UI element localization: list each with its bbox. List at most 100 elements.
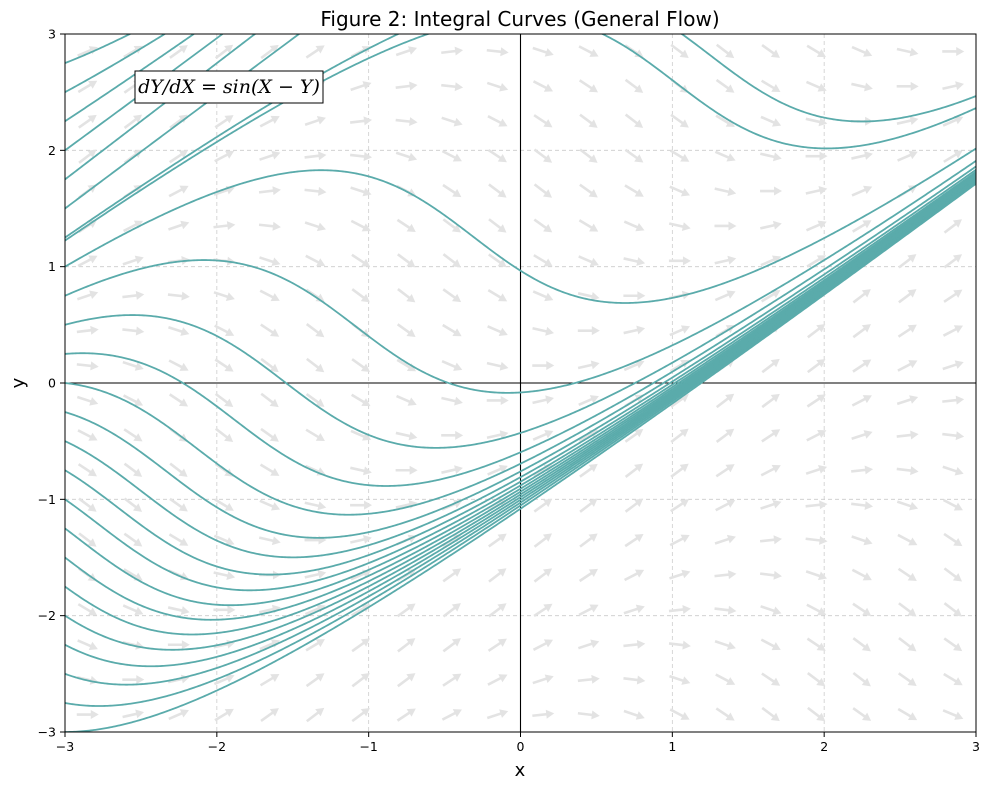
direction-arrow (123, 462, 143, 477)
direction-arrow (488, 183, 507, 198)
integral-curve-15 (65, 165, 976, 449)
integral-curve-3 (65, 180, 976, 686)
direction-arrow (396, 218, 416, 233)
direction-arrow (714, 150, 736, 162)
direction-arrow (442, 253, 461, 268)
direction-arrow (669, 149, 690, 162)
direction-arrow (898, 637, 917, 652)
direction-arrow (169, 462, 188, 477)
integral-curves (65, 34, 976, 732)
direction-arrow (305, 639, 325, 652)
direction-arrow (852, 220, 872, 233)
direction-arrow (122, 220, 144, 233)
direction-arrow (350, 466, 372, 476)
direction-arrow (350, 534, 372, 544)
direction-arrow (441, 465, 463, 474)
direction-arrow (258, 536, 281, 546)
direction-arrow (123, 497, 143, 512)
x-axis-label: x (515, 760, 526, 781)
direction-arrow (396, 603, 416, 618)
direction-arrow (304, 151, 327, 161)
direction-arrow (122, 360, 144, 371)
direction-arrow (760, 464, 781, 477)
direction-arrow (442, 183, 462, 198)
direction-arrow (396, 394, 417, 406)
direction-arrow (123, 532, 143, 547)
direction-arrow (897, 707, 918, 721)
direction-arrow (715, 43, 735, 59)
direction-arrow (441, 430, 464, 440)
direction-arrow (486, 430, 509, 440)
direction-arrow (305, 707, 325, 723)
direction-arrow (669, 534, 690, 547)
direction-arrow (213, 674, 235, 686)
direction-arrow (578, 45, 599, 57)
direction-arrow (397, 638, 416, 653)
direction-arrow (761, 429, 781, 443)
direction-arrow (759, 535, 782, 545)
direction-arrow (668, 640, 691, 650)
direction-arrow (123, 114, 143, 129)
direction-arrow (213, 605, 236, 615)
direction-arrow (715, 428, 735, 443)
direction-arrow (805, 465, 828, 475)
direction-arrow (715, 78, 735, 93)
direction-arrow (943, 602, 962, 617)
direction-arrow (579, 498, 598, 513)
direction-arrow (851, 185, 873, 197)
y-tick-label: 1 (48, 259, 56, 274)
direction-arrow (351, 672, 370, 688)
direction-arrow (441, 396, 463, 406)
direction-arrow (304, 569, 327, 579)
direction-arrow (76, 710, 99, 720)
direction-arrow (714, 534, 736, 545)
direction-arrow (350, 219, 371, 232)
direction-arrow (851, 535, 873, 546)
direction-arrow (77, 255, 98, 268)
direction-arrow (169, 114, 188, 129)
direction-arrow (259, 499, 281, 511)
direction-arrow (805, 500, 828, 510)
direction-arrow (760, 255, 782, 267)
direction-arrow (305, 254, 326, 267)
integral-curve-12 (65, 172, 976, 539)
direction-arrow (488, 568, 507, 583)
direction-arrow (624, 78, 644, 93)
direction-arrow (304, 186, 327, 196)
direction-arrow (670, 499, 690, 513)
direction-arrow (851, 430, 873, 441)
integral-curve-8 (65, 176, 976, 607)
direction-arrow (897, 324, 917, 338)
direction-arrow (806, 358, 826, 374)
direction-arrow (395, 431, 418, 441)
direction-arrow (852, 707, 872, 721)
direction-arrow (350, 500, 373, 510)
direction-arrow (351, 707, 370, 723)
direction-arrow (715, 499, 736, 512)
direction-arrow (669, 569, 691, 580)
integral-curve-9 (65, 175, 976, 592)
direction-arrow (943, 289, 963, 303)
direction-arrow (397, 288, 416, 303)
direction-arrow (487, 674, 508, 686)
direction-arrow (761, 43, 780, 58)
direction-arrow (441, 709, 462, 721)
y-tick-label: 3 (48, 27, 56, 42)
direction-arrow (577, 710, 600, 720)
direction-arrow (806, 672, 826, 687)
direction-arrow (942, 81, 964, 91)
direction-arrow (214, 324, 235, 337)
direction-arrow (76, 290, 99, 301)
integral-curve-1 (65, 182, 976, 732)
direction-arrow (168, 359, 189, 371)
direction-arrow (304, 501, 327, 511)
direction-arrow (77, 603, 98, 616)
direction-arrow (577, 674, 600, 684)
direction-arrow (532, 326, 555, 336)
direction-arrow (805, 80, 827, 92)
direction-arrow (715, 673, 736, 686)
direction-arrow (213, 221, 236, 231)
direction-arrow (304, 221, 326, 232)
integral-curve-25 (65, 34, 976, 242)
direction-arrow (623, 604, 645, 615)
